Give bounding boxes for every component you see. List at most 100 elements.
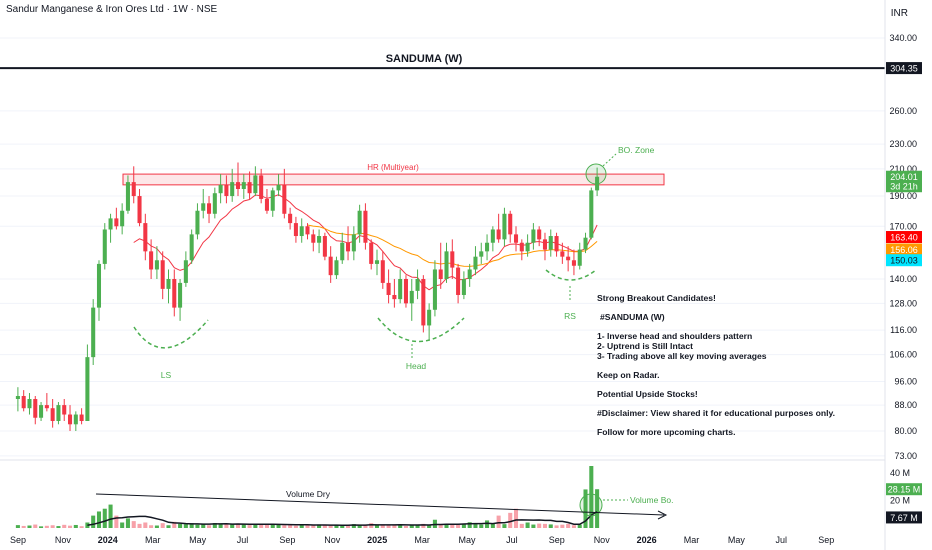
candle-body (241, 182, 246, 190)
candle-body (143, 223, 148, 252)
candle-body (577, 249, 582, 266)
candle-body (438, 269, 443, 280)
candle (33, 396, 38, 425)
candle-body (108, 218, 113, 230)
candle-body (282, 184, 287, 214)
price-tick-label: 140.00 (889, 274, 917, 284)
volume-bar (513, 508, 519, 528)
volume-bar (125, 518, 130, 528)
candle-body (195, 210, 200, 235)
volume-bar (305, 525, 310, 528)
price-tick-label: 106.00 (889, 350, 917, 360)
price-label-tag: 150.03 (886, 254, 922, 267)
volume-bar (299, 524, 304, 528)
volume-bar (415, 525, 420, 528)
candle-body (374, 260, 380, 264)
price-tick-label: 73.00 (894, 451, 917, 461)
candle (537, 226, 542, 247)
volume-bar (403, 525, 408, 528)
chart-title: SANDUMA (W) (386, 53, 463, 65)
volume-bar (363, 524, 368, 528)
candle (120, 203, 125, 235)
volume-bar (276, 524, 281, 528)
price-label-text: 156.06 (890, 245, 918, 255)
candle-body (531, 229, 536, 243)
candle-body (149, 251, 154, 270)
candle-body (102, 229, 107, 264)
candle (548, 229, 553, 257)
candle-body (288, 213, 293, 224)
candle (27, 393, 32, 415)
analysis-notes: Strong Breakout Candidates! #SANDUMA (W)… (597, 293, 835, 437)
volume-bar (490, 523, 495, 528)
price-tick-label: 170.00 (889, 221, 917, 231)
candle-body (380, 260, 385, 283)
price-tick-label: 80.00 (894, 426, 917, 436)
candle (583, 232, 588, 254)
candle (114, 207, 119, 230)
volume-bar (201, 524, 206, 528)
candle (44, 393, 49, 412)
volume-bar (369, 523, 374, 528)
candle-body (340, 242, 345, 261)
candle (346, 226, 351, 261)
price-label-tag: 163.40 (886, 231, 922, 244)
candle-body (554, 236, 559, 252)
volume-label-tag: 28.15 M (886, 483, 922, 496)
candle (363, 203, 368, 250)
candle-body (450, 251, 455, 268)
volume-bar (143, 522, 148, 528)
volume-bar (351, 524, 356, 528)
candle (531, 223, 536, 250)
volume-bar (39, 526, 44, 528)
candle-body (566, 256, 571, 261)
volume-bar (473, 523, 478, 528)
volume-bar (44, 525, 49, 528)
candle (264, 189, 269, 214)
candle (456, 263, 461, 304)
candle (577, 242, 582, 270)
candle (519, 239, 524, 261)
breakout-circle (585, 163, 607, 185)
candle (380, 251, 385, 289)
volume-bar (195, 524, 200, 528)
price-label-tag: 156.06 (886, 243, 922, 256)
time-tick-label: Mar (684, 535, 700, 545)
time-tick-label: 2026 (637, 535, 657, 545)
candle (513, 226, 519, 252)
volume-bar (259, 524, 264, 528)
candle (241, 174, 246, 199)
volume-bar (131, 521, 136, 528)
candle (15, 387, 20, 412)
note-line-3: 1- Inverse head and shoulders pattern (597, 331, 753, 341)
candle-body (502, 213, 507, 240)
candle (317, 229, 322, 254)
volume-bar (212, 523, 217, 528)
candle (50, 399, 55, 428)
candle-body (166, 279, 171, 289)
volume-bar (380, 524, 385, 528)
candle-body (172, 279, 177, 308)
volume-bar (108, 504, 113, 528)
volume-bar (496, 515, 501, 528)
price-tick-label: 116.00 (890, 325, 917, 335)
candle-body (519, 242, 524, 252)
candle (39, 402, 44, 422)
volume-bar (519, 523, 524, 528)
candle (432, 260, 437, 317)
candle-body (479, 251, 484, 257)
candle (357, 204, 362, 243)
candle-body (270, 190, 275, 211)
candle-body (403, 279, 408, 304)
candle-body (421, 279, 426, 326)
candle (403, 275, 408, 308)
candle (415, 269, 420, 300)
candle-body (409, 290, 414, 304)
volume-bar (21, 525, 26, 528)
candle-body (259, 175, 264, 199)
trendline-arrow (657, 510, 668, 520)
candle-body (542, 239, 548, 250)
candle (85, 344, 90, 422)
price-label-bg (886, 62, 922, 75)
